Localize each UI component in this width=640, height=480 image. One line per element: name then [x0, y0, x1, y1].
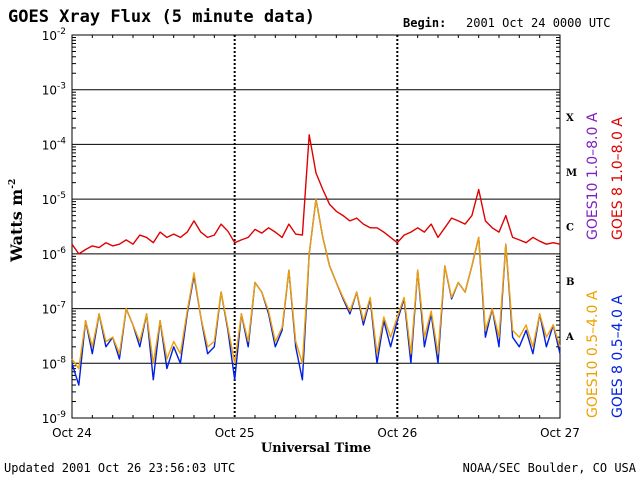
legend-goes8-short: GOES 8 0.5–4.0 A: [610, 295, 626, 418]
y-tick-label: 10-6: [42, 246, 67, 262]
chart-title: GOES Xray Flux (5 minute data): [8, 7, 315, 27]
y-tick-label: 10-3: [42, 82, 66, 98]
legend-goes10-short: GOES10 0.5–4.0 A: [585, 290, 601, 418]
source-credit: NOAA/SEC Boulder, CO USA: [463, 461, 637, 475]
y-axis-label: Watts m-2: [7, 179, 26, 263]
gridlines: [72, 35, 560, 418]
legend-goes10-long: GOES10 1.0–8.0 A: [585, 112, 601, 240]
flare-class-x: X: [566, 113, 574, 124]
legend-goes8-long: GOES 8 1.0–8.0 A: [610, 117, 626, 240]
flare-class-labels: A B C M X: [565, 113, 577, 343]
y-tick-label: 10-7: [42, 301, 66, 317]
series-line-0: [71, 134, 561, 255]
y-tick-label: 10-9: [42, 410, 67, 426]
data-series: [71, 134, 561, 386]
flare-class-a: A: [565, 332, 574, 343]
x-tick-label: Oct 27: [540, 426, 580, 440]
flare-class-c: C: [566, 223, 574, 234]
flare-class-b: B: [566, 277, 574, 288]
flare-class-m: M: [566, 168, 577, 179]
series-line-1: [71, 198, 561, 386]
y-tick-label: 10-4: [42, 136, 67, 152]
series-line-2: [71, 198, 561, 370]
x-axis-ticks: Oct 24 Oct 25 Oct 26 Oct 27: [52, 35, 580, 440]
begin-value: 2001 Oct 24 0000 UTC: [466, 16, 611, 30]
x-axis-label: Universal Time: [261, 441, 371, 456]
x-tick-label: Oct 24: [52, 426, 92, 440]
begin-label: Begin:: [403, 16, 446, 30]
y-tick-label: 10-2: [42, 27, 66, 43]
y-axis-ticks: 10-9 10-8 10-7 10-6 10-5 10-4 10-3 10-2: [42, 27, 560, 426]
y-tick-label: 10-5: [42, 191, 66, 207]
x-tick-label: Oct 25: [215, 426, 255, 440]
plot-frame: [71, 34, 561, 419]
x-tick-label: Oct 26: [377, 426, 417, 440]
y-tick-label: 10-8: [42, 355, 67, 371]
updated-timestamp: Updated 2001 Oct 26 23:56:03 UTC: [4, 461, 235, 475]
